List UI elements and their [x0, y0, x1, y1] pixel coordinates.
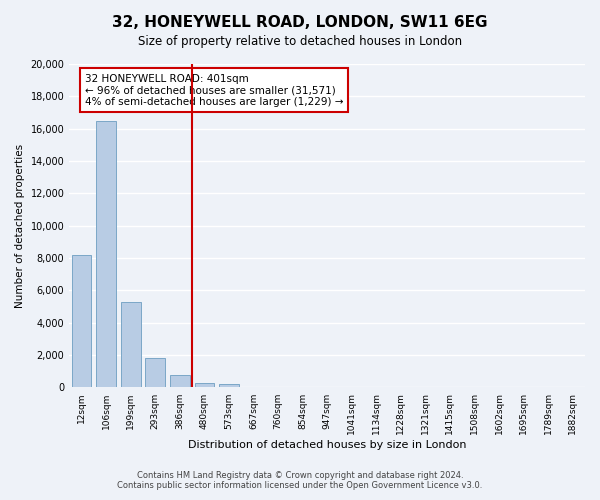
Bar [170, 374, 190, 388]
Bar [121, 302, 140, 388]
Text: 32, HONEYWELL ROAD, LONDON, SW11 6EG: 32, HONEYWELL ROAD, LONDON, SW11 6EG [112, 15, 488, 30]
Bar [97, 120, 116, 388]
Bar [145, 358, 165, 388]
Text: 32 HONEYWELL ROAD: 401sqm
← 96% of detached houses are smaller (31,571)
4% of se: 32 HONEYWELL ROAD: 401sqm ← 96% of detac… [85, 74, 343, 107]
Bar [72, 255, 91, 388]
Text: Contains HM Land Registry data © Crown copyright and database right 2024.
Contai: Contains HM Land Registry data © Crown c… [118, 470, 482, 490]
Bar [194, 382, 214, 388]
Y-axis label: Number of detached properties: Number of detached properties [15, 144, 25, 308]
X-axis label: Distribution of detached houses by size in London: Distribution of detached houses by size … [188, 440, 466, 450]
Text: Size of property relative to detached houses in London: Size of property relative to detached ho… [138, 35, 462, 48]
Bar [219, 384, 239, 388]
